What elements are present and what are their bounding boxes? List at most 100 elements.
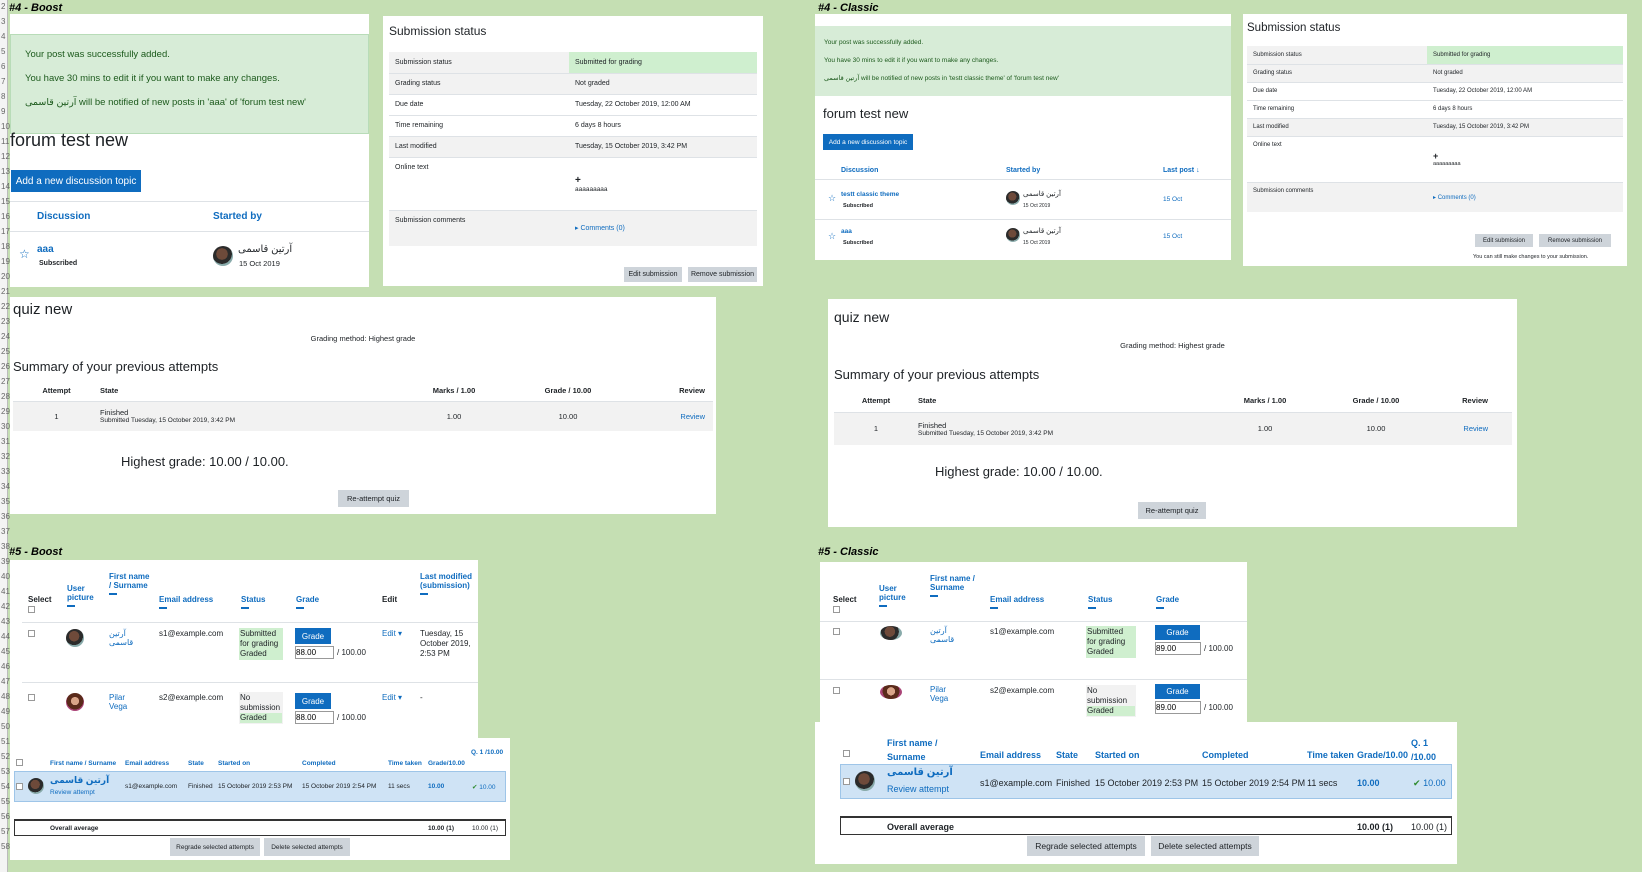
col-name[interactable]: First name / Surname [887,738,938,762]
edit-submission-button[interactable]: Edit submission [624,267,682,282]
col-user-picture[interactable]: User picture [879,584,917,607]
remove-submission-button[interactable]: Remove submission [688,267,757,282]
student-name-link[interactable]: آرتین قاسمی [50,775,110,785]
started-date: 15 Oct 2019 [1023,203,1051,209]
select-all-checkbox[interactable] [28,606,35,613]
review-link[interactable]: Review [680,411,705,421]
student-name-link[interactable]: Pilar Vega [109,693,128,711]
col-q1[interactable]: Q. 1 /10.00 [471,749,504,756]
col-state[interactable]: State [1056,750,1079,760]
expand-plus-icon[interactable]: + [575,174,581,186]
grade-button[interactable]: Grade [295,628,331,644]
student-name-link[interactable]: آرتین قاسمی [109,629,134,647]
row-checkbox[interactable] [28,694,35,701]
col-time-taken[interactable]: Time taken [1307,750,1354,760]
col-discussion[interactable]: Discussion [37,211,91,222]
row-checkbox[interactable] [833,628,840,635]
add-discussion-button[interactable]: Add a new discussion topic [823,134,913,150]
regrade-button[interactable]: Regrade selected attempts [1027,836,1145,856]
student-name-link[interactable]: Pilar Vega [930,685,949,703]
star-icon[interactable]: ☆ [19,247,30,261]
grade-input[interactable] [295,646,334,659]
col-last-modified[interactable]: Last modified (submission) [420,572,476,595]
chevron-right-icon[interactable]: ▸ [1433,194,1438,201]
row-checkbox[interactable] [833,687,840,694]
col-name[interactable]: First name / Surname [109,572,153,595]
row-number: 16 [1,212,10,221]
last-post-link[interactable]: 15 Oct [1163,233,1183,240]
remove-submission-button[interactable]: Remove submission [1539,234,1611,247]
select-all-checkbox[interactable] [833,606,840,613]
review-attempt-link[interactable]: Review attempt [887,784,950,794]
q1-grade[interactable]: ✔ 10.00 [1413,778,1446,788]
delete-attempts-button[interactable]: Delete selected attempts [1151,836,1259,856]
row-checkbox[interactable] [843,778,850,785]
edit-menu[interactable]: Edit ▾ [382,693,403,702]
col-grade[interactable]: Grade/10.00 [428,760,465,767]
select-all-checkbox[interactable] [16,759,23,766]
grade-button[interactable]: Grade [295,693,331,709]
regrade-button[interactable]: Regrade selected attempts [170,838,260,856]
star-icon[interactable]: ☆ [828,231,837,241]
col-status[interactable]: Status [1088,595,1112,609]
last-post-link[interactable]: 15 Oct [1163,196,1183,203]
grade-link[interactable]: 10.00 [428,783,445,790]
started-by-user[interactable]: آرتین قاسمی [238,244,293,255]
discussion-link[interactable]: aaa [37,244,54,255]
grade-link[interactable]: 10.00 [1357,778,1380,788]
grade-input[interactable] [295,711,334,724]
col-time-taken[interactable]: Time taken [388,760,422,767]
col-grade[interactable]: Grade [1156,595,1179,609]
col-grade[interactable]: Grade [296,595,319,609]
review-link[interactable]: Review [1463,424,1488,434]
started-by-user[interactable]: آرتین قاسمی [1023,191,1061,198]
col-email[interactable]: Email address [980,750,1042,760]
col-started-by[interactable]: Started by [213,211,262,222]
selected-row[interactable] [840,764,1452,799]
grade-button[interactable]: Grade [1155,684,1200,699]
student-name-link[interactable]: آرتین قاسمی [887,767,953,778]
col-q1[interactable]: Q. 1 /10.00 [1411,738,1437,762]
col-completed[interactable]: Completed [302,760,336,767]
avatar [1006,191,1020,205]
discussion-link[interactable]: testt classic theme [841,191,900,198]
started-by-user[interactable]: آرتین قاسمی [1023,228,1061,235]
col-discussion[interactable]: Discussion [841,167,879,174]
row-checkbox[interactable] [16,783,23,790]
student-name-link[interactable]: آرتین قاسمی [930,626,955,644]
chevron-right-icon[interactable]: ▸ [575,225,581,233]
edit-submission-button[interactable]: Edit submission [1475,234,1533,247]
discussion-link[interactable]: aaa [841,228,852,235]
col-status[interactable]: Status [241,595,265,609]
review-attempt-link[interactable]: Review attempt [50,789,95,796]
col-state[interactable]: State [188,760,204,767]
col-email[interactable]: Email address [125,760,170,767]
col-name[interactable]: First name / Surname [930,574,976,597]
grade-input[interactable] [1155,701,1201,714]
delete-attempts-button[interactable]: Delete selected attempts [264,838,350,856]
reattempt-quiz-button[interactable]: Re-attempt quiz [1138,502,1206,519]
col-last-post[interactable]: Last post ↓ [1163,167,1200,174]
col-grade[interactable]: Grade/10.00 [1357,750,1409,760]
reattempt-quiz-button[interactable]: Re-attempt quiz [338,490,409,507]
col-started[interactable]: Started on [218,760,251,767]
comments-link[interactable]: Comments (0) [580,225,625,233]
edit-menu[interactable]: Edit ▾ [382,629,403,638]
star-icon[interactable]: ☆ [828,193,837,203]
grade-input[interactable] [1155,642,1201,655]
q1-grade[interactable]: ✔ 10.00 [472,784,496,791]
grade-button[interactable]: Grade [1155,625,1200,640]
select-all-checkbox[interactable] [843,750,850,757]
col-user-picture[interactable]: User picture [67,584,107,607]
comments-link[interactable]: Comments (0) [1437,194,1476,201]
col-started-by[interactable]: Started by [1006,167,1041,174]
selected-row[interactable] [14,771,506,802]
col-email[interactable]: Email address [159,595,213,609]
expand-plus-icon[interactable]: + [1433,151,1439,161]
col-email[interactable]: Email address [990,595,1044,609]
col-completed[interactable]: Completed [1202,750,1249,760]
add-discussion-button[interactable]: Add a new discussion topic [11,170,141,192]
col-name[interactable]: First name / Surname [50,760,117,767]
row-checkbox[interactable] [28,630,35,637]
col-started[interactable]: Started on [1095,750,1140,760]
